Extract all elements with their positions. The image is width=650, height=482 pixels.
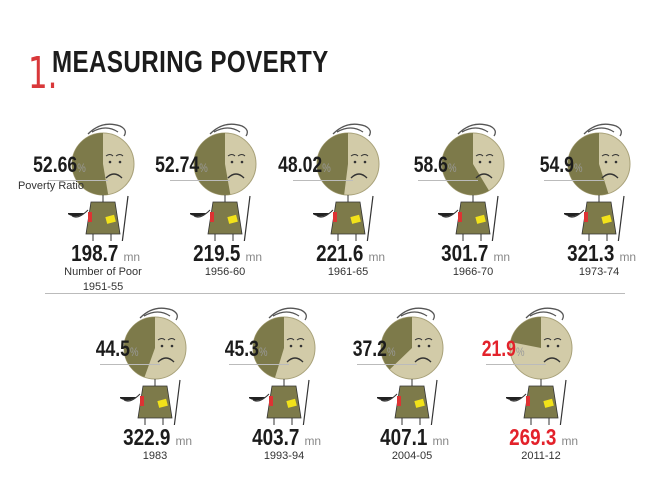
section-number: 1. (28, 48, 58, 99)
poverty-ratio-value: 44.5% (95, 336, 138, 361)
poverty-figure-1966-70: 58.6% 301.7 mn 1966-70 (408, 116, 538, 291)
poor-person-illustration (377, 307, 444, 425)
page-title: MEASURING POVERTY (52, 44, 329, 79)
poverty-ratio-wedge (253, 317, 284, 378)
number-of-poor-value: 198.7 mn (71, 240, 141, 266)
poor-person-illustration (68, 123, 135, 241)
pointer-line (544, 180, 604, 181)
number-of-poor-value: 403.7 mn (252, 424, 322, 450)
row-divider (45, 293, 625, 294)
number-of-poor-label: Number of Poor (64, 266, 142, 278)
poverty-ratio-wedge (381, 317, 412, 370)
poverty-ratio-wedge (510, 317, 541, 348)
poverty-ratio-value: 52.74% (155, 152, 208, 177)
poor-person-illustration (120, 307, 187, 425)
poor-person-illustration (506, 307, 573, 425)
period-label: 1951-55 (82, 281, 124, 293)
poverty-figure-2004-05: 37.2% 407.1 mn 2004-05 (347, 300, 477, 475)
poverty-ratio-value: 37.2% (352, 336, 395, 361)
poor-person-illustration (190, 123, 257, 241)
poverty-figure-1961-65: 48.02% 221.6 mn 1961-65 (278, 116, 413, 291)
poverty-ratio-wedge (124, 317, 155, 378)
period-label: 2011-12 (521, 450, 561, 462)
pointer-line (293, 180, 353, 181)
period-label: 1966-70 (452, 266, 494, 278)
poverty-figure-1951-55: 52.66% Poverty Ratio 198.7 mn Number of P… (18, 116, 168, 293)
poverty-figure-1973-74: 54.9% 321.3 mn 1973-74 (534, 116, 650, 291)
period-label: 1973-74 (578, 266, 620, 278)
poverty-ratio-value: 52.66% (33, 152, 86, 177)
number-of-poor-value: 221.6 mn (316, 240, 386, 266)
poverty-ratio-label: Poverty Ratio (17, 180, 84, 192)
number-of-poor-value: 301.7 mn (441, 240, 511, 266)
pointer-line (357, 364, 417, 365)
number-of-poor-value: 219.5 mn (193, 240, 263, 266)
poverty-figure-1983: 44.5% 322.9 mn 1983 (90, 300, 220, 475)
poverty-ratio-wedge (193, 133, 231, 195)
pointer-line (48, 180, 108, 181)
poverty-ratio-value: 48.02% (278, 152, 331, 177)
poverty-ratio-wedge (71, 133, 109, 195)
pointer-line (170, 180, 230, 181)
poverty-figure-1993-94: 45.3% 403.7 mn 1993-94 (219, 300, 349, 475)
poor-person-illustration (564, 123, 631, 241)
pointer-line (418, 180, 478, 181)
number-of-poor-value: 322.9 mn (123, 424, 193, 450)
period-label: 2004-05 (391, 450, 433, 462)
poverty-figure-1956-60: 52.74% 219.5 mn 1956-60 (155, 116, 290, 291)
poverty-ratio-wedge (442, 133, 489, 195)
poor-person-illustration (438, 123, 505, 241)
period-label: 1956-60 (204, 266, 246, 278)
poverty-ratio-value: 45.3% (224, 336, 267, 361)
number-of-poor-value: 321.3 mn (567, 240, 637, 266)
poverty-ratio-wedge (317, 133, 348, 195)
number-of-poor-value: 407.1 mn (380, 424, 450, 450)
poor-person-illustration (249, 307, 316, 425)
number-of-poor-value: 269.3 mn (509, 424, 579, 450)
period-label: 1961-65 (327, 266, 369, 278)
pointer-line (100, 364, 160, 365)
poverty-figure-2011-12: 21.9% 269.3 mn 2011-12 (476, 300, 606, 475)
poor-person-illustration (313, 123, 380, 241)
pointer-line (229, 364, 289, 365)
poverty-ratio-wedge (568, 133, 609, 195)
poverty-ratio-value: 58.6% (413, 152, 456, 177)
poverty-ratio-value: 21.9% (481, 336, 524, 361)
period-label: 1993-94 (263, 450, 305, 462)
period-label: 1983 (142, 450, 168, 462)
poverty-ratio-value: 54.9% (539, 152, 582, 177)
pointer-line (486, 364, 546, 365)
